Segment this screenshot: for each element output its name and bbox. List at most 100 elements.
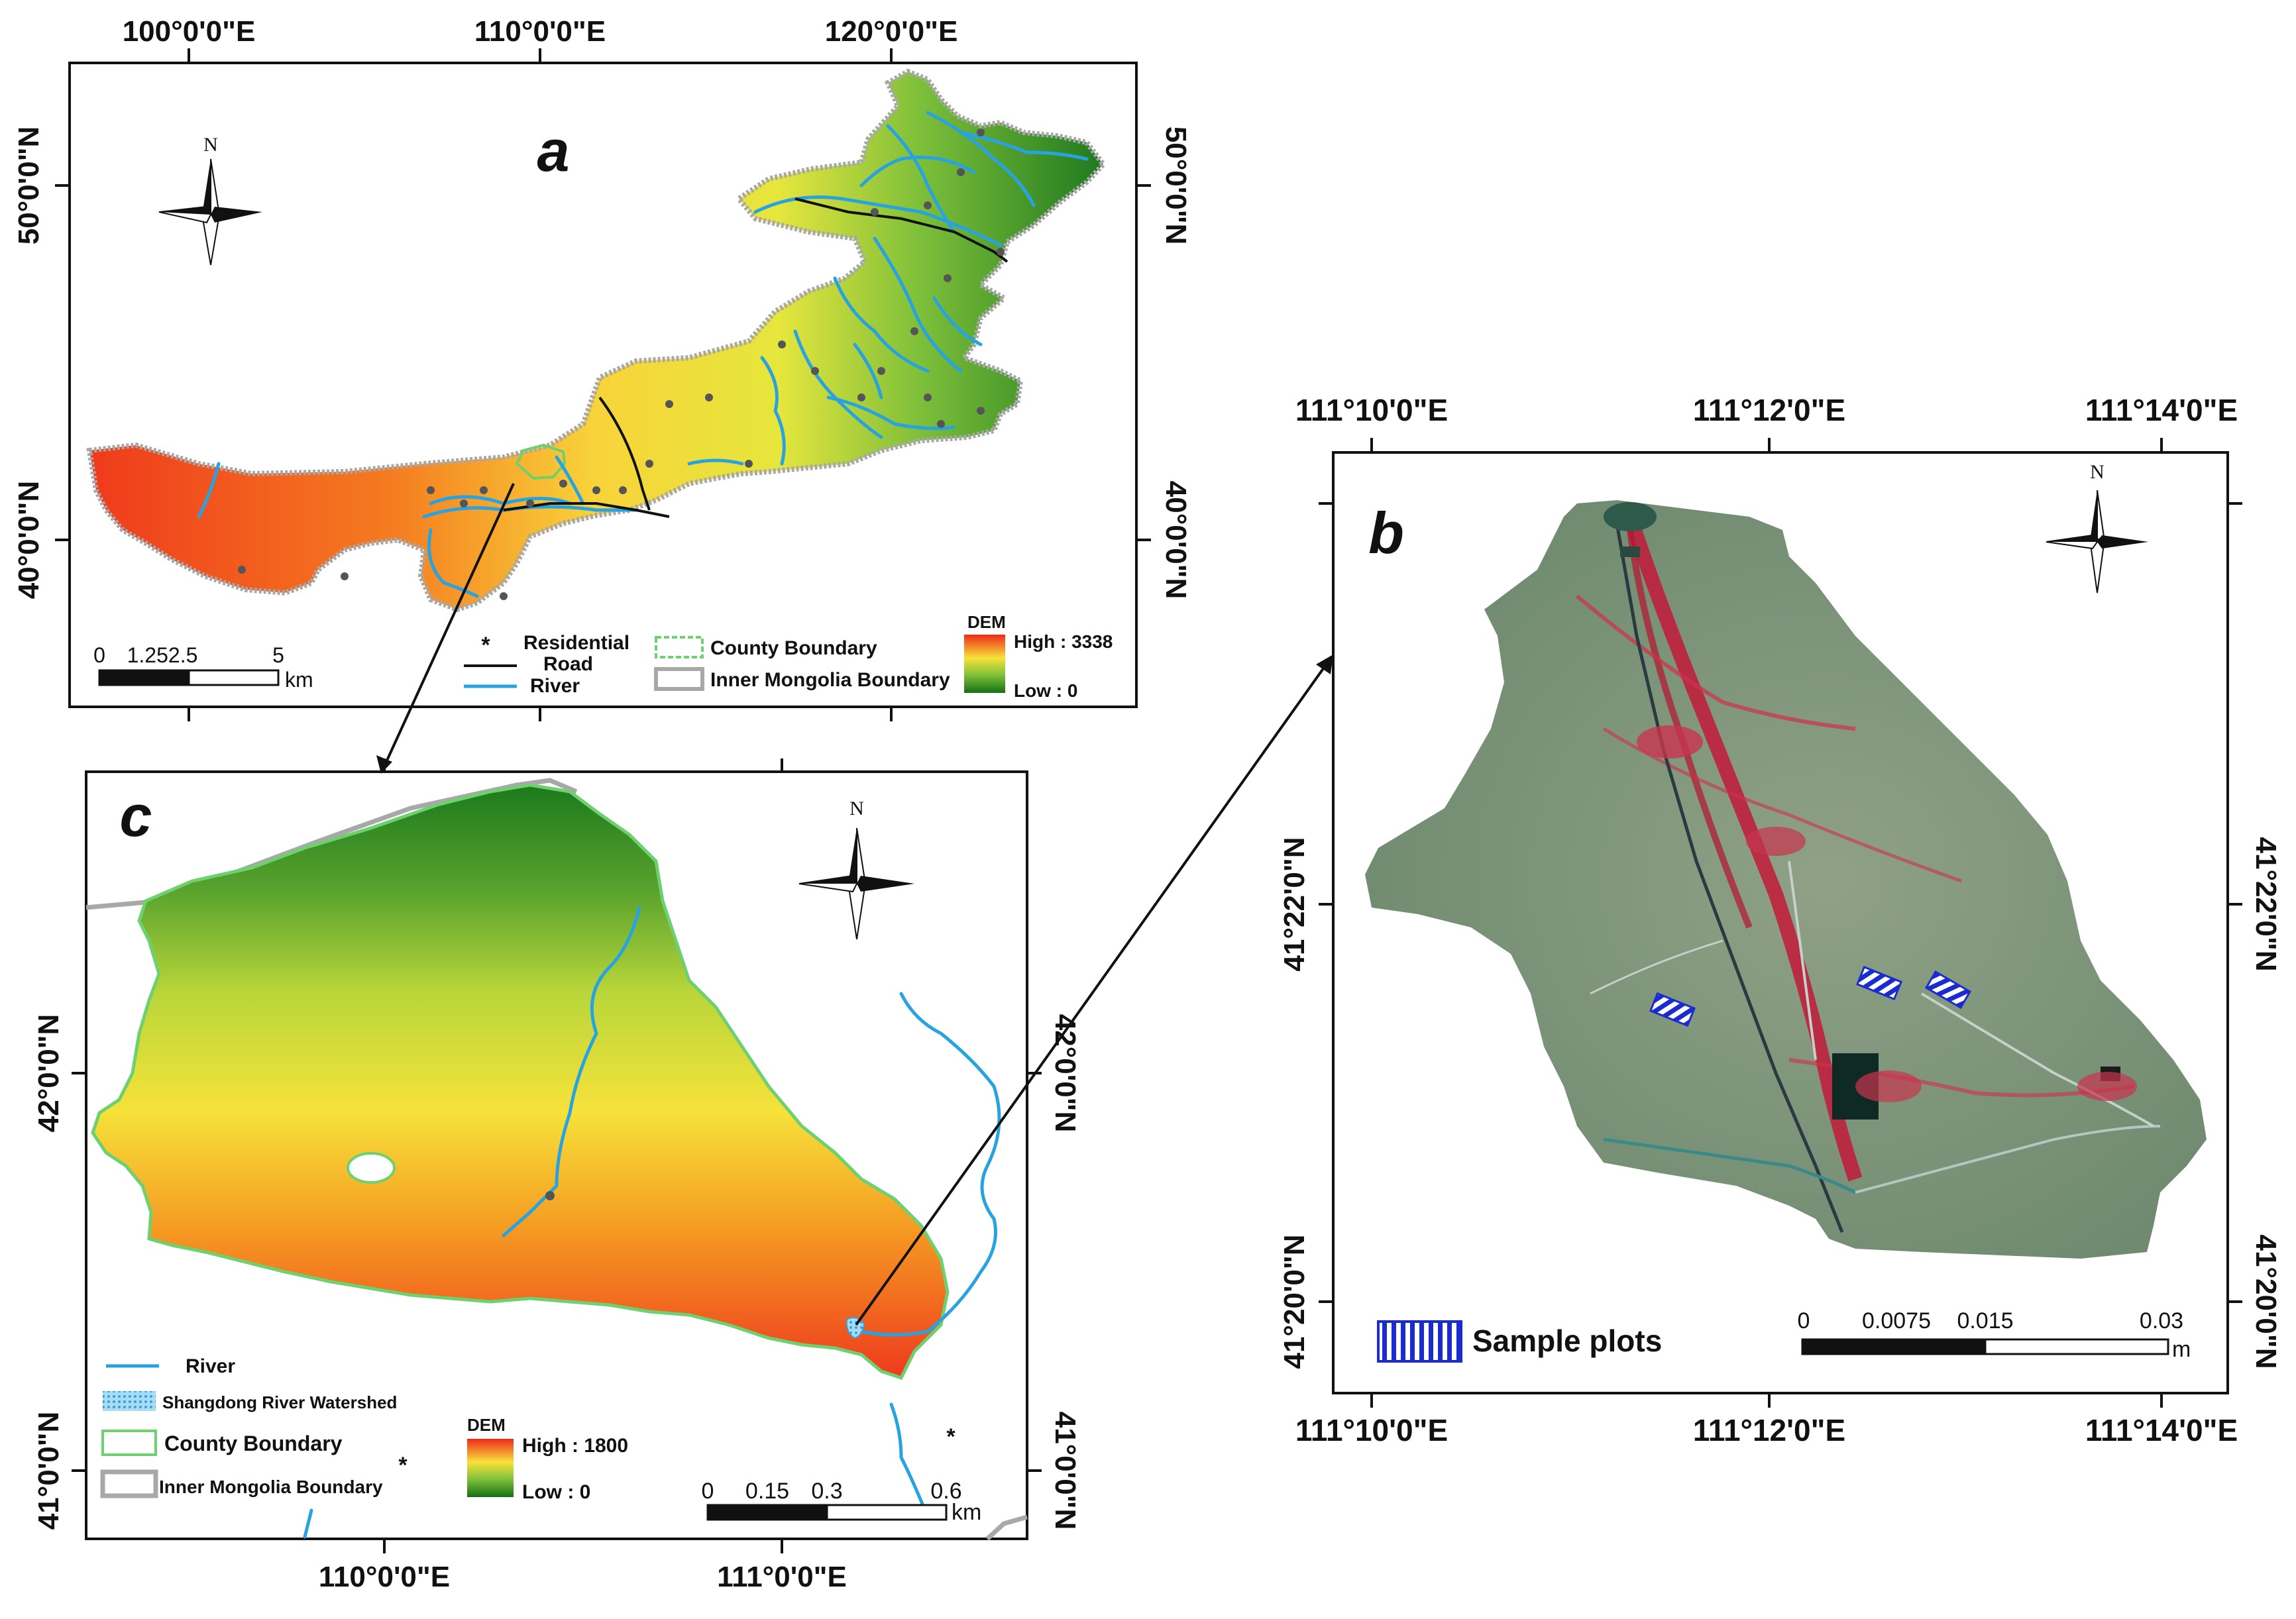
legend-b-sample-plots-label: Sample plots [1472, 1324, 1662, 1358]
panel-a-roads [503, 197, 1009, 518]
panel-b-scale-unit: m [2172, 1337, 2191, 1362]
panel-c-legend: River Shangdong River Watershed County B… [100, 1355, 628, 1503]
legend-road-label: Road [543, 653, 593, 675]
panel-a-north-label: N [203, 134, 218, 156]
panel-b-lat-tick-left-20: 41°20'0"N [1278, 1234, 1311, 1369]
panel-c-north-label: N [849, 798, 864, 819]
arrow-c-to-b [855, 654, 1333, 1326]
panel-b-lon-tick-bottom-3: 111°14'0"E [2085, 1413, 2238, 1447]
county-dem-hole [347, 1152, 396, 1184]
panel-b-label: b [1368, 500, 1404, 566]
panel-b-scale-bar [1801, 1338, 2169, 1355]
legend-residential-symbol: * [481, 633, 490, 658]
legend-c-watershed-label: Shangdong River Watershed [162, 1392, 397, 1412]
panel-a-residential-points [238, 129, 1005, 600]
legend-county-label: County Boundary [710, 637, 877, 659]
panel-a-lat-tick-left-50: 50°0'0"N [13, 127, 45, 245]
panel-b-lat-tick-left-22: 41°22'0"N [1278, 837, 1311, 971]
legend-residential-label: Residential [523, 632, 629, 654]
legend-c-inner-mongolia-symbol [100, 1469, 158, 1498]
legend-c-inner-mongolia-label: Inner Mongolia Boundary [159, 1477, 383, 1497]
panel-b-lon-tick-top-2: 111°12'0"E [1693, 393, 1845, 427]
panel-a: 100°0'0"E 110°0'0"E 120°0'0"E 50°0'0"N 4… [13, 15, 1192, 721]
panel-c-ticks [72, 758, 1042, 1553]
panel-a-frame [68, 62, 1138, 708]
sample-plot-2 [1855, 965, 1903, 1001]
panel-c-scale-unit: km [952, 1500, 981, 1525]
panel-b-lat-tick-right-20: 41°20'0"N [2250, 1234, 2282, 1369]
false-color-image [1365, 500, 2207, 1259]
panel-b-lat-tick-right-22: 41°22'0"N [2250, 837, 2282, 971]
panel-c-lat-tick-left-41: 41°0'0"N [32, 1412, 65, 1530]
panel-b-frame [1332, 451, 2229, 1394]
panel-c-scale-bar [706, 1504, 948, 1521]
panel-c-lat-tick-left-42: 42°0'0"N [32, 1014, 65, 1133]
panel-c-scale-015: 0.15 [745, 1479, 789, 1504]
legend-inner-mongolia-symbol [654, 667, 704, 691]
panel-c-scale-0: 0 [702, 1479, 714, 1504]
panel-c-north-arrow-icon [798, 827, 914, 940]
panel-c-inner-mongolia-boundary-bottom [985, 1514, 1028, 1541]
panel-c-rivers [303, 906, 1001, 1539]
panel-c-scale-06: 0.6 [930, 1479, 961, 1504]
shangdong-watershed [846, 1317, 865, 1339]
legend-c-river-label: River [186, 1355, 235, 1377]
legend-c-watershed-symbol [103, 1391, 156, 1411]
panel-c-label: c [120, 783, 152, 849]
panel-b-scale-00075: 0.0075 [1862, 1308, 1931, 1333]
sample-plot-3 [1924, 970, 1972, 1010]
panel-a-scale-mid: 1.252.5 [127, 643, 198, 667]
legend-c-dem-ramp [467, 1439, 514, 1497]
panel-c-frame [85, 770, 1028, 1540]
panel-a-lon-tick-1: 100°0'0"E [123, 15, 256, 48]
legend-c-dem-high: High : 1800 [522, 1435, 628, 1457]
county-dem [91, 783, 950, 1381]
panel-a-lat-tick-right-50: 50°0'0"N [1160, 127, 1192, 245]
panel-b: 111°10'0"E 111°12'0"E 111°14'0"E 111°10'… [1278, 393, 2282, 1447]
panel-a-scale-bar [98, 669, 280, 686]
panel-a-scale-5: 5 [272, 643, 284, 667]
legend-county-symbol [655, 636, 704, 658]
panel-a-label: a [537, 118, 570, 183]
panel-b-north-label: N [2090, 461, 2105, 483]
panel-c-residential-point-2: * [398, 1453, 408, 1478]
sample-plot-1 [1649, 992, 1696, 1027]
panel-b-lon-tick-top-3: 111°14'0"E [2085, 393, 2238, 427]
panel-b-lon-tick-top-1: 111°10'0"E [1295, 393, 1448, 427]
panel-c-lat-tick-right-41: 41°0'0"N [1049, 1412, 1081, 1530]
legend-inner-mongolia-label: Inner Mongolia Boundary [710, 669, 950, 691]
panel-a-lat-tick-right-40: 40°0'0"N [1160, 481, 1192, 600]
inner-mongolia-dem [86, 68, 1107, 613]
false-color-patches [1604, 502, 2137, 1120]
legend-b-sample-plots-symbol [1377, 1320, 1462, 1363]
panel-c-lon-tick-2: 111°0'0"E [717, 1561, 847, 1593]
legend-c-dem-title: DEM [467, 1415, 506, 1435]
panel-a-county-boundary [515, 443, 567, 480]
panel-c-residential-point-3: * [946, 1424, 956, 1449]
panel-a-north-arrow-icon [158, 158, 262, 266]
panel-a-scale-0: 0 [93, 643, 105, 667]
panel-b-scale-0015: 0.015 [1957, 1308, 2013, 1333]
panel-c-lat-tick-right-42: 42°0'0"N [1049, 1014, 1081, 1133]
panel-c-scale-03: 0.3 [811, 1479, 842, 1504]
panel-a-ticks [55, 48, 1151, 721]
legend-river-label: River [530, 675, 580, 697]
legend-dem-high: High : 3338 [1014, 631, 1113, 652]
legend-c-county-label: County Boundary [164, 1432, 343, 1455]
panel-c-residential-point-1 [545, 1191, 555, 1200]
sample-plots [1649, 965, 1972, 1027]
legend-dem-low: Low : 0 [1014, 680, 1077, 701]
panel-b-scale-003: 0.03 [2140, 1308, 2183, 1333]
panel-b-scale-0: 0 [1798, 1308, 1810, 1333]
legend-dem-title: DEM [967, 612, 1006, 632]
legend-c-county-symbol [101, 1430, 157, 1456]
panel-a-legend: * Residential Road River County Boundary… [464, 612, 1113, 701]
panel-b-lon-tick-bottom-1: 111°10'0"E [1295, 1413, 1448, 1447]
panel-a-lon-tick-3: 120°0'0"E [825, 15, 958, 48]
panel-a-lon-tick-2: 110°0'0"E [474, 15, 606, 48]
panel-a-lat-tick-left-40: 40°0'0"N [13, 481, 45, 600]
panel-c: 110°0'0"E 111°0'0"E 42°0'0"N 41°0'0"N 42… [32, 758, 1081, 1593]
panel-b-lon-tick-bottom-2: 111°12'0"E [1693, 1413, 1845, 1447]
panel-b-north-arrow-icon [2046, 490, 2148, 594]
